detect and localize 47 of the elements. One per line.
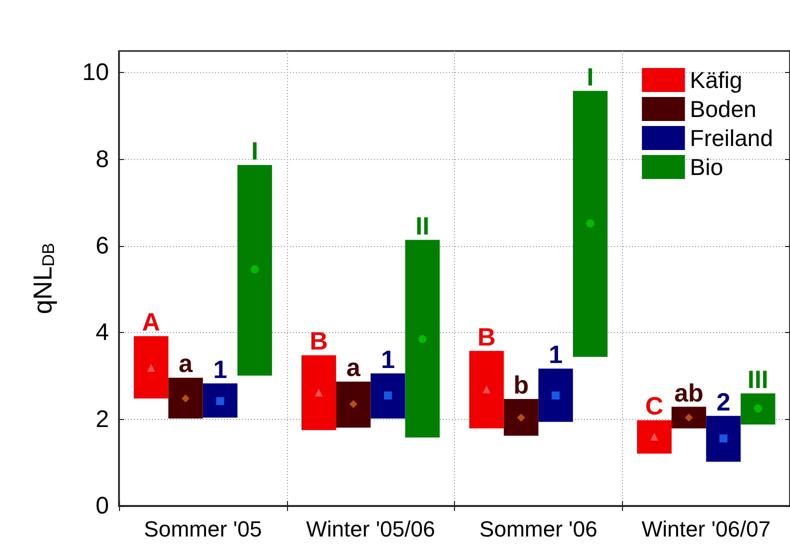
bar	[134, 336, 168, 399]
bar	[405, 240, 440, 438]
bar	[740, 393, 776, 425]
data-label: B	[310, 328, 328, 356]
bar	[538, 368, 573, 422]
y-axis-title: qNLDB	[28, 242, 58, 314]
data-label: 1	[548, 341, 563, 370]
data-label: I	[586, 63, 594, 92]
data-label: III	[748, 366, 768, 394]
bar	[168, 378, 203, 418]
data-label: B	[478, 323, 496, 352]
data-label: b	[513, 371, 529, 400]
data-label: ab	[674, 379, 704, 408]
data-label: 2	[716, 388, 730, 416]
x-tick-label: Sommer '06	[479, 516, 598, 542]
x-tick-label: Sommer '05	[144, 516, 262, 542]
bar	[237, 164, 272, 376]
legend-label: Boden	[690, 96, 756, 122]
data-label: A	[142, 308, 160, 337]
bar	[469, 350, 504, 428]
data-label: C	[645, 392, 664, 421]
data-label: a	[346, 354, 362, 382]
data-label: II	[416, 212, 430, 240]
bar	[336, 382, 371, 428]
data-label: I	[251, 137, 258, 166]
bar	[370, 373, 406, 418]
data-label: a	[178, 350, 194, 378]
bar	[672, 406, 706, 428]
bar	[706, 416, 741, 462]
bar	[572, 90, 608, 357]
y-tick-label: 0	[96, 492, 109, 520]
data-label: 1	[213, 356, 228, 384]
legend-label: Bio	[690, 154, 724, 180]
bar	[504, 398, 538, 436]
legend-label: Freiland	[690, 125, 774, 151]
bar	[637, 420, 672, 454]
y-tick-label: 10	[82, 59, 109, 86]
y-tick-label: 8	[96, 146, 109, 173]
y-tick-label: 6	[96, 232, 109, 260]
y-tick-label: 2	[96, 406, 109, 433]
data-label: 1	[380, 346, 395, 374]
bar	[302, 355, 336, 430]
legend-label: Käfig	[690, 67, 742, 93]
x-tick-label: Winter '06/07	[642, 516, 771, 542]
bar	[202, 383, 238, 418]
x-tick-label: Winter '05/06	[306, 516, 436, 542]
y-tick-label: 4	[96, 319, 109, 346]
